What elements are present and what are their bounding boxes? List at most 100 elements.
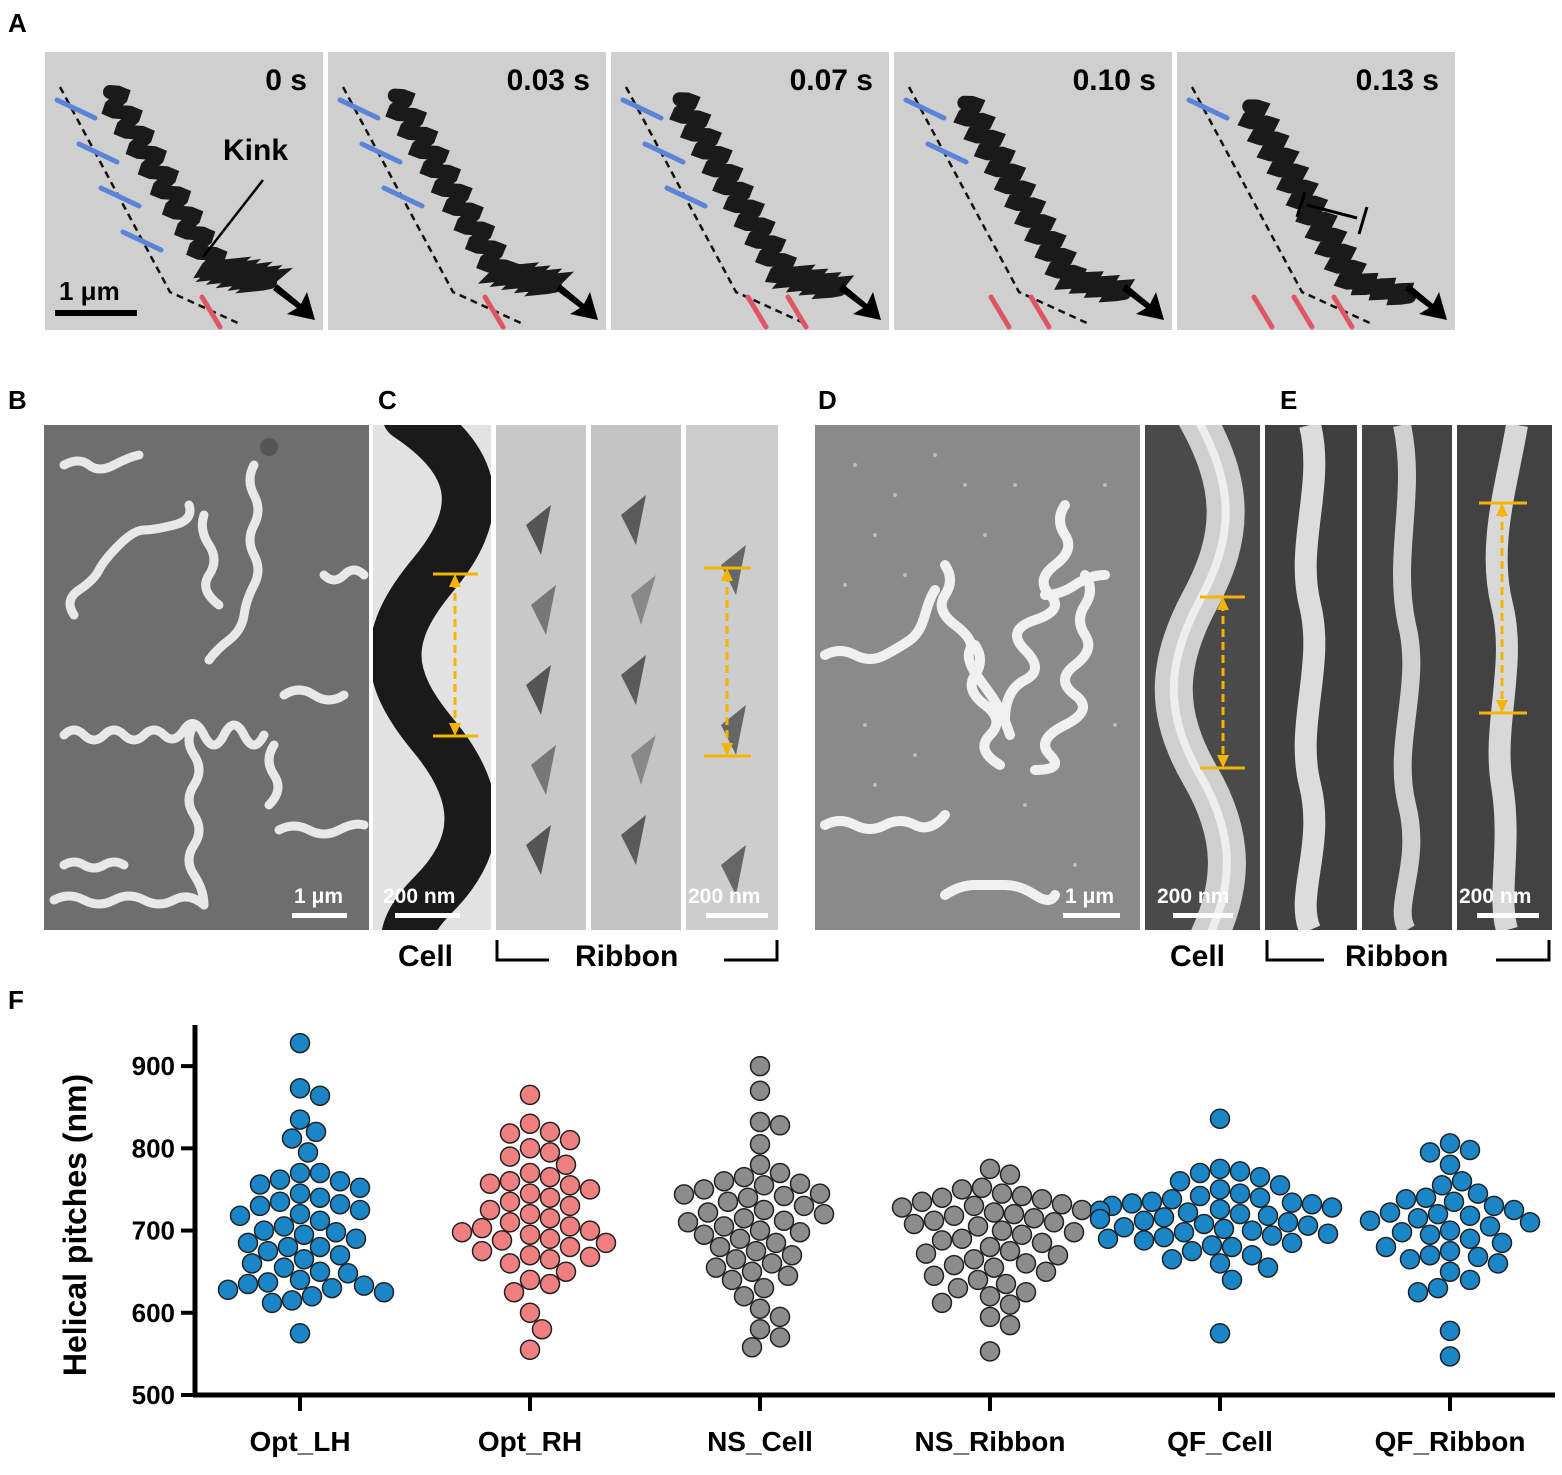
data-point [329,1193,351,1215]
data-point [1015,1281,1037,1303]
data-point [1213,1218,1235,1240]
data-point [1023,1207,1045,1229]
data-point [305,1121,327,1143]
data-point [309,1236,331,1258]
data-point [237,1232,259,1254]
data-point [1011,1185,1033,1207]
data-point [951,1228,973,1250]
helical-pitch-chart: 500 600 700 800 900 Helical pitches (nm) Opt_L… [57,1025,1555,1457]
data-point [1439,1154,1461,1176]
data-point [991,1183,1013,1204]
data-point [1189,1185,1211,1207]
data-point [289,1078,311,1099]
data-point [539,1166,561,1188]
data-point [1209,1108,1231,1129]
data-point [1391,1221,1413,1243]
data-point [1407,1207,1429,1229]
data-point [1395,1189,1417,1210]
data-point [479,1173,501,1194]
left-handed-mark [664,185,708,209]
data-point [471,1217,493,1239]
data-point [1173,1221,1195,1243]
data-point [519,1162,541,1184]
y-tick-label: 600 [132,1298,175,1328]
panel-c-ribbon-image-1 [496,425,586,930]
time-label: 0.13 s [1355,64,1439,97]
data-point [1439,1133,1461,1154]
data-point [479,1199,501,1221]
data-point [983,1202,1005,1223]
data-point [499,1146,521,1167]
data-point [1241,1244,1263,1266]
data-point [769,1327,791,1348]
data-point [273,1216,295,1237]
data-point [931,1292,953,1314]
data-point [1261,1225,1283,1246]
data-point [951,1179,973,1200]
data-point [911,1191,933,1213]
data-point [1427,1277,1449,1299]
data-point [329,1244,351,1266]
data-point [559,1236,581,1258]
data-point [733,1286,755,1307]
data-point [693,1224,715,1245]
data-point [749,1220,771,1241]
data-point [309,1261,331,1282]
data-point [559,1195,581,1217]
cell-caption: Cell [1170,940,1226,973]
data-point [1169,1170,1191,1192]
ribbon-bracket [1265,940,1551,962]
data-point [253,1220,275,1241]
data-point [261,1292,283,1314]
data-point [519,1224,541,1245]
data-point [943,1254,965,1276]
scale-bar [395,913,460,918]
time-frame-4: 0.13 s [1177,52,1455,330]
scale-bar [292,913,347,918]
data-point [289,1032,311,1054]
left-handed-mark [120,229,164,253]
data-point [1399,1249,1421,1270]
data-point [999,1294,1021,1315]
data-point [1189,1162,1211,1184]
data-point [309,1085,331,1106]
direction-arrow-icon [1122,284,1164,320]
data-point [1439,1240,1461,1262]
scale-bar [1063,913,1120,918]
data-point [309,1187,331,1208]
right-handed-mark [1331,294,1355,330]
data-point [793,1195,815,1217]
x-tick-label: QF_Ribbon [1375,1426,1526,1457]
data-point [1439,1220,1461,1241]
data-point [983,1257,1005,1278]
left-handed-mark [1186,97,1230,121]
left-handed-mark [620,97,664,121]
left-handed-mark [54,97,98,121]
data-point [1451,1170,1473,1192]
data-point [579,1246,601,1268]
y-tick-label: 500 [132,1380,175,1410]
x-tick-label: QF_Cell [1167,1426,1273,1457]
data-point [1003,1203,1025,1225]
data-point [539,1142,561,1163]
data-point [979,1236,1001,1258]
data-point [749,1080,771,1102]
data-point [713,1216,735,1237]
data-point [499,1253,521,1274]
data-point [559,1129,581,1151]
data-point [1089,1208,1111,1230]
right-handed-mark [482,294,506,330]
data-point [749,1154,771,1176]
data-point [519,1302,541,1324]
data-point [1071,1199,1093,1221]
panel-e-ribbon-image-2 [1362,425,1452,930]
data-point [943,1205,965,1227]
data-point [1043,1212,1065,1233]
data-point [1281,1192,1303,1213]
y-tick-label: 900 [132,1051,175,1081]
data-point [1427,1203,1449,1225]
y-tick-label: 700 [132,1216,175,1246]
data-point [971,1177,993,1199]
data-point [1221,1269,1243,1291]
data-point [1221,1236,1243,1258]
